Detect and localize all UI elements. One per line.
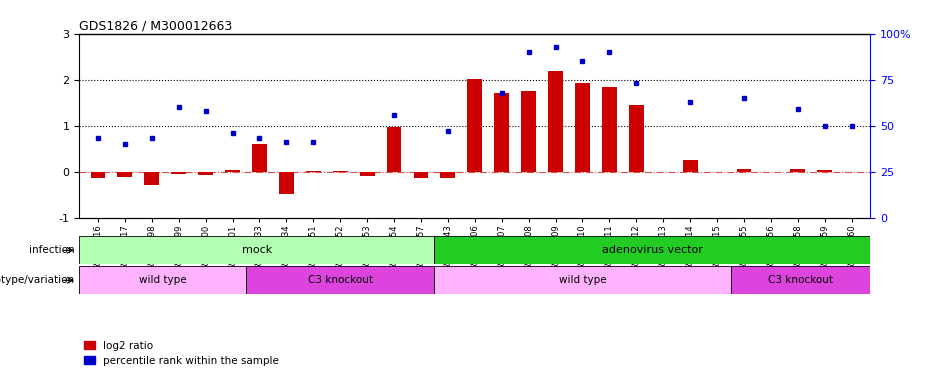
Bar [736, 169, 751, 172]
Bar [575, 83, 590, 172]
Bar [467, 79, 482, 172]
Bar [117, 172, 132, 177]
Bar [90, 172, 105, 178]
Text: wild type: wild type [559, 275, 606, 285]
Bar [817, 170, 832, 172]
Text: infection: infection [29, 245, 74, 255]
Bar [548, 71, 563, 172]
Text: GDS1826 / M300012663: GDS1826 / M300012663 [79, 20, 233, 33]
Bar [359, 172, 374, 176]
Bar [521, 91, 536, 172]
Bar [790, 169, 805, 172]
Bar [279, 172, 294, 194]
Bar [731, 266, 870, 294]
Bar [413, 172, 428, 178]
Bar [79, 236, 435, 264]
Text: genotype/variation: genotype/variation [0, 275, 74, 285]
Bar [252, 144, 267, 172]
Bar [440, 172, 455, 178]
Legend: log2 ratio, percentile rank within the sample: log2 ratio, percentile rank within the s… [85, 341, 279, 366]
Text: adenovirus vector: adenovirus vector [602, 245, 703, 255]
Bar [306, 171, 320, 172]
Bar [171, 172, 186, 174]
Bar [494, 93, 509, 172]
Bar [332, 171, 347, 172]
Bar [225, 170, 240, 172]
Text: mock: mock [242, 245, 272, 255]
Bar [629, 105, 643, 172]
Bar [386, 126, 401, 172]
Text: C3 knockout: C3 knockout [768, 275, 833, 285]
Bar [246, 266, 435, 294]
Bar [435, 266, 731, 294]
Text: C3 knockout: C3 knockout [308, 275, 372, 285]
Bar [79, 266, 246, 294]
Bar [682, 160, 697, 172]
Text: wild type: wild type [139, 275, 186, 285]
Bar [435, 236, 870, 264]
Bar [602, 87, 617, 172]
Bar [198, 172, 213, 175]
Bar [144, 172, 159, 185]
